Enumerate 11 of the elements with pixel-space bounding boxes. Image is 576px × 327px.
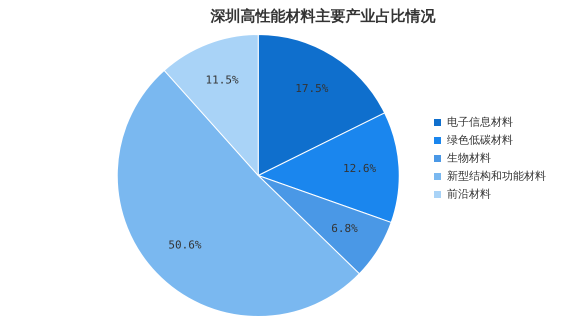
- legend-label: 前沿材料: [447, 187, 491, 200]
- data-label: 11.5%: [205, 74, 239, 87]
- legend-label: 绿色低碳材料: [447, 133, 513, 146]
- chart-title: 深圳高性能材料主要产业占比情况: [210, 6, 436, 25]
- legend-label: 新型结构和功能材料: [447, 169, 546, 182]
- data-label: 6.8%: [331, 222, 358, 235]
- legend-label: 生物材料: [447, 151, 491, 164]
- legend-label: 电子信息材料: [447, 115, 513, 128]
- data-label: 17.5%: [295, 82, 329, 96]
- data-label: 12.6%: [343, 162, 377, 176]
- data-label: 50.6%: [168, 238, 202, 252]
